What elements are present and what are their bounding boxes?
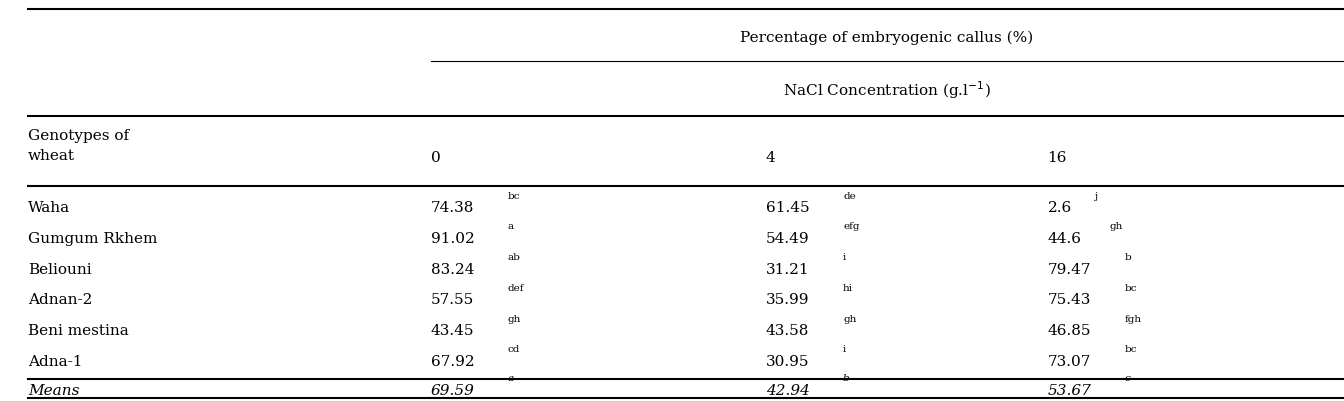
Text: a: a <box>508 373 513 382</box>
Text: i: i <box>843 344 847 354</box>
Text: 0: 0 <box>430 150 441 164</box>
Text: efg: efg <box>843 222 860 231</box>
Text: 4: 4 <box>766 150 775 164</box>
Text: gh: gh <box>1109 222 1122 231</box>
Text: 91.02: 91.02 <box>430 231 474 245</box>
Text: Gumgum Rkhem: Gumgum Rkhem <box>28 231 157 245</box>
Text: 75.43: 75.43 <box>1047 293 1091 307</box>
Text: 30.95: 30.95 <box>766 354 809 368</box>
Text: 16: 16 <box>1047 150 1067 164</box>
Text: 35.99: 35.99 <box>766 293 809 307</box>
Text: Beni mestina: Beni mestina <box>28 323 129 337</box>
Text: 83.24: 83.24 <box>430 262 474 276</box>
Text: b: b <box>1125 253 1132 261</box>
Text: NaCl Concentration (g.l$^{-1}$): NaCl Concentration (g.l$^{-1}$) <box>782 79 991 101</box>
Text: ab: ab <box>508 253 520 261</box>
Text: def: def <box>508 283 524 292</box>
Text: 46.85: 46.85 <box>1047 323 1091 337</box>
Text: 43.58: 43.58 <box>766 323 809 337</box>
Text: 43.45: 43.45 <box>430 323 474 337</box>
Text: 31.21: 31.21 <box>766 262 809 276</box>
Text: 69.59: 69.59 <box>430 383 474 397</box>
Text: 57.55: 57.55 <box>430 293 474 307</box>
Text: c: c <box>1125 373 1130 382</box>
Text: bc: bc <box>1125 344 1137 354</box>
Text: bc: bc <box>508 191 520 200</box>
Text: Means: Means <box>28 383 79 397</box>
Text: Adna-1: Adna-1 <box>28 354 83 368</box>
Text: 44.6: 44.6 <box>1047 231 1082 245</box>
Text: a: a <box>508 222 513 231</box>
Text: 61.45: 61.45 <box>766 200 809 215</box>
Text: bc: bc <box>1125 283 1137 292</box>
Text: gh: gh <box>843 314 856 323</box>
Text: 54.49: 54.49 <box>766 231 809 245</box>
Text: Waha: Waha <box>28 200 70 215</box>
Text: Percentage of embryogenic callus (%): Percentage of embryogenic callus (%) <box>741 30 1034 45</box>
Text: de: de <box>843 191 856 200</box>
Text: cd: cd <box>508 344 520 354</box>
Text: 73.07: 73.07 <box>1047 354 1091 368</box>
Text: i: i <box>843 253 847 261</box>
Text: 67.92: 67.92 <box>430 354 474 368</box>
Text: b: b <box>843 373 849 382</box>
Text: 53.67: 53.67 <box>1047 383 1091 397</box>
Text: Adnan-2: Adnan-2 <box>28 293 93 307</box>
Text: 74.38: 74.38 <box>430 200 474 215</box>
Text: hi: hi <box>843 283 853 292</box>
Text: Genotypes of
wheat: Genotypes of wheat <box>28 128 129 163</box>
Text: 79.47: 79.47 <box>1047 262 1091 276</box>
Text: Beliouni: Beliouni <box>28 262 91 276</box>
Text: fgh: fgh <box>1125 314 1142 323</box>
Text: 42.94: 42.94 <box>766 383 810 397</box>
Text: 2.6: 2.6 <box>1047 200 1071 215</box>
Text: j: j <box>1094 191 1097 200</box>
Text: gh: gh <box>508 314 521 323</box>
